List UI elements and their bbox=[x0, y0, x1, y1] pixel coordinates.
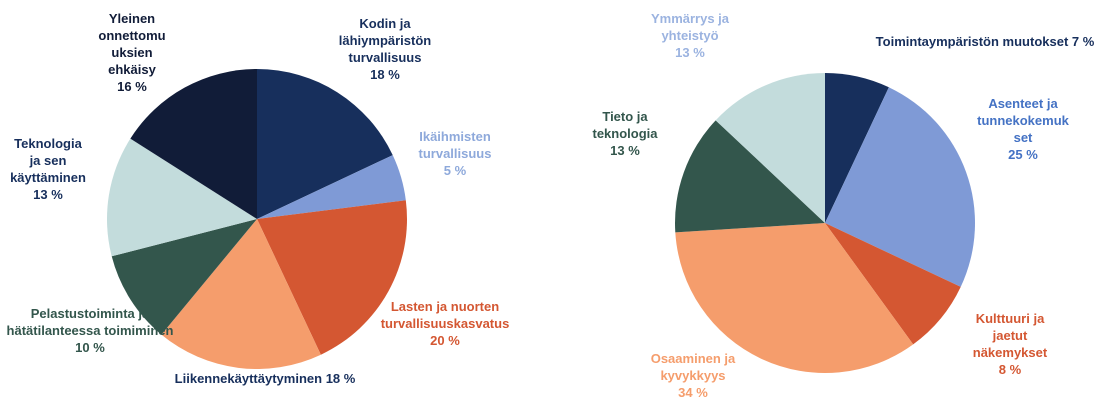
value-label: 10 % bbox=[75, 340, 105, 355]
value-label: 34 % bbox=[678, 385, 708, 400]
category-name: Yleinen onnettomuuksien ehkäisy bbox=[98, 11, 166, 77]
pie-slice bbox=[111, 219, 257, 335]
value-label: 8 % bbox=[998, 362, 1022, 377]
category-name: Pelastustoiminta ja hätätilanteessa toim… bbox=[6, 306, 174, 338]
slice-label: Teknologia ja sen käyttäminen 13 % bbox=[9, 135, 87, 203]
category-name: Teknologia ja sen käyttäminen bbox=[10, 136, 86, 185]
pie-slice bbox=[675, 223, 914, 373]
pie-slice bbox=[825, 223, 961, 345]
slice-label: Lasten ja nuorten turvallisuuskasvatus 20… bbox=[375, 298, 515, 349]
pie-slice bbox=[257, 155, 406, 219]
category-name: Tieto ja teknologia bbox=[592, 109, 658, 141]
value-label: 16 % bbox=[117, 79, 147, 94]
pie-slice bbox=[257, 69, 393, 219]
slice-label: Toimintaympäristön muutokset 7 % bbox=[855, 33, 1115, 50]
pie-slice bbox=[257, 200, 407, 355]
slice-label: Yleinen onnettomuuksien ehkäisy 16 % bbox=[96, 10, 168, 95]
category-name: Osaaminen ja kyvykkyys bbox=[650, 351, 736, 383]
pie-slice bbox=[130, 69, 257, 219]
slice-label: Liikennekäyttäytyminen 18 % bbox=[150, 370, 380, 387]
category-name: Lasten ja nuorten turvallisuuskasvatus bbox=[380, 299, 510, 331]
value-label: 18 % bbox=[370, 67, 400, 82]
slice-label: Asenteet ja tunnekokemukset 25 % bbox=[975, 95, 1071, 163]
value-label: 7 % bbox=[1071, 34, 1095, 49]
slice-label: Kodin ja lähiympäristön turvallisuus 18 % bbox=[325, 15, 445, 83]
value-label: 13 % bbox=[33, 187, 63, 202]
category-name: Asenteet ja tunnekokemukset bbox=[977, 96, 1069, 145]
slice-label: Ymmärrys ja yhteistyö 13 % bbox=[645, 10, 735, 61]
value-label: 13 % bbox=[610, 143, 640, 158]
category-name: Kodin ja lähiympäristön turvallisuus bbox=[338, 16, 432, 65]
category-name: Ymmärrys ja yhteistyö bbox=[650, 11, 730, 43]
category-name: Kulttuuri ja jaetut näkemykset bbox=[972, 311, 1048, 360]
category-name: Ikäihmisten turvallisuus bbox=[418, 129, 492, 161]
value-label: 5 % bbox=[443, 163, 467, 178]
value-label: 18 % bbox=[325, 371, 356, 386]
slice-label: Pelastustoiminta ja hätätilanteessa toim… bbox=[5, 305, 175, 356]
pie-slice bbox=[107, 138, 258, 257]
category-name: Liikennekäyttäytyminen bbox=[174, 371, 323, 386]
value-label: 25 % bbox=[1008, 147, 1038, 162]
pie-slice bbox=[825, 73, 889, 223]
slice-label: Ikäihmisten turvallisuus 5 % bbox=[410, 128, 500, 179]
pie-slice bbox=[825, 87, 975, 287]
pie-slice bbox=[675, 120, 825, 233]
slice-label: Osaaminen ja kyvykkyys 34 % bbox=[633, 350, 753, 401]
pie-slice bbox=[715, 73, 825, 223]
value-label: 20 % bbox=[430, 333, 460, 348]
value-label: 13 % bbox=[675, 45, 705, 60]
pie-slice bbox=[161, 219, 321, 370]
slice-label: Tieto ja teknologia 13 % bbox=[580, 108, 670, 159]
category-name: Toimintaympäristön muutokset bbox=[875, 34, 1069, 49]
slice-label: Kulttuuri ja jaetut näkemykset 8 % bbox=[960, 310, 1060, 378]
